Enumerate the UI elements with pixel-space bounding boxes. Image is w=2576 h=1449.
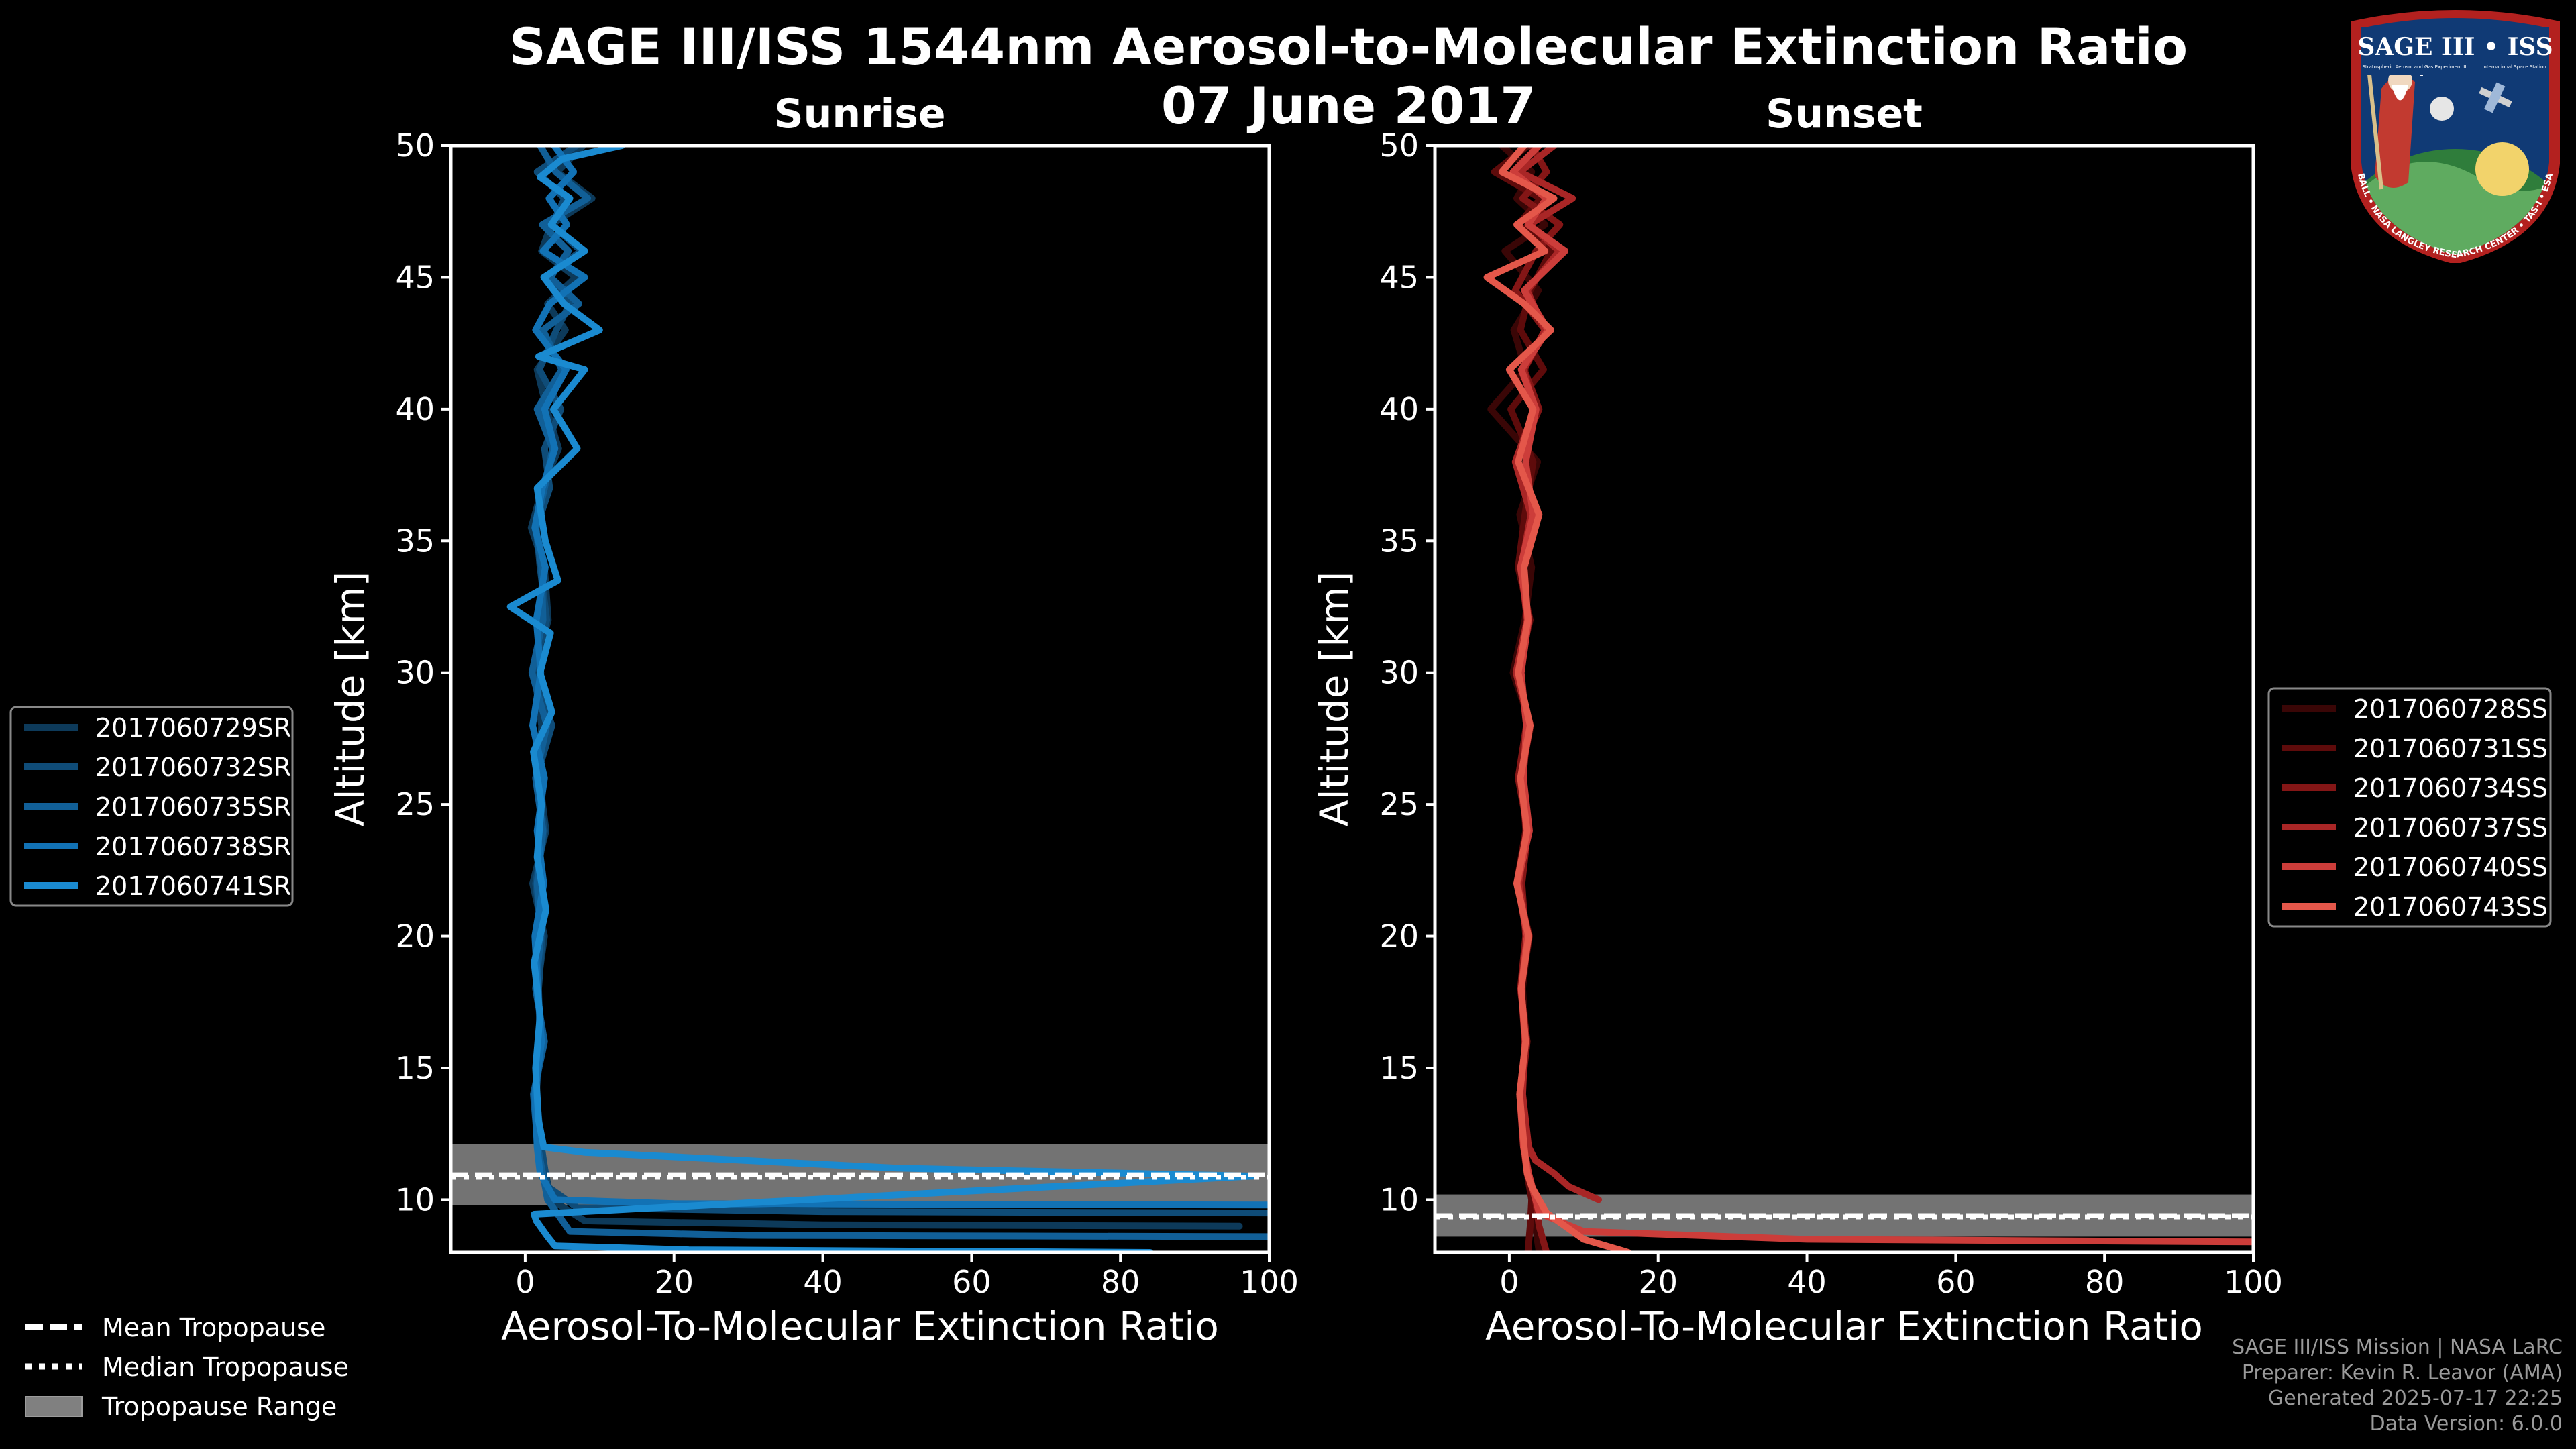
sunrise-xtick-label-80: 80 — [1101, 1264, 1140, 1300]
sunrise-ytick-label-35: 35 — [395, 523, 435, 559]
sunrise-legend-label-2017060732SR: 2017060732SR — [95, 753, 291, 782]
sunrise-series-line-2017060741SR — [506, 146, 1258, 1252]
sunrise-ytick-label-25: 25 — [395, 786, 435, 822]
sunset-ytick-label-40: 40 — [1379, 391, 1419, 427]
sunrise-legend-label-2017060741SR: 2017060741SR — [95, 871, 291, 901]
credits-mission: SAGE III/ISS Mission | NASA LaRC — [2232, 1336, 2563, 1359]
sunset-series-group — [1483, 146, 2253, 1252]
sunrise-xtick-label-40: 40 — [803, 1264, 843, 1300]
sunset-legend-label-2017060734SS: 2017060734SS — [2353, 773, 2548, 803]
sunset-title: Sunset — [1766, 91, 1923, 138]
sunset-ytick-label-25: 25 — [1379, 786, 1419, 822]
sunset-xtick-label-20: 20 — [1638, 1264, 1678, 1300]
sunrise-ytick-label-20: 20 — [395, 918, 435, 955]
median-tropopause-label: Median Tropopause — [102, 1352, 349, 1382]
tropopause-legend: Mean Tropopause Median Tropopause Tropop… — [25, 1313, 349, 1421]
sunset-ytick-label-45: 45 — [1379, 259, 1419, 295]
sunrise-axes-frame — [449, 144, 1271, 1254]
sunset-legend-frame — [2267, 687, 2552, 928]
sunset-ytick-label-50: 50 — [1379, 127, 1419, 164]
credits-generated: Generated 2025-07-17 22:25 — [2267, 1387, 2563, 1410]
sunset-xtick-label-60: 60 — [1936, 1264, 1976, 1300]
sunrise-ytick-label-40: 40 — [395, 391, 435, 427]
sage-iii-iss-logo: SAGE III • ISS Stratospheric Aerosol and… — [2351, 10, 2560, 263]
sunrise-legend-frame — [9, 706, 294, 907]
sunrise-series-line-2017060729SR — [527, 146, 1243, 1230]
tropopause-range-label: Tropopause Range — [101, 1392, 337, 1421]
sunset-ytick-label-10: 10 — [1379, 1181, 1419, 1218]
sunset-ylabel: Altitude [km] — [1311, 572, 1357, 826]
sunrise-ylabel: Altitude [km] — [327, 572, 373, 826]
sunrise-xlabel: Aerosol-To-Molecular Extinction Ratio — [501, 1303, 1219, 1349]
credits-preparer: Preparer: Kevin R. Leavor (AMA) — [2241, 1361, 2563, 1385]
logo-subtitle-right: International Space Station — [2482, 64, 2546, 70]
logo-subtitle-left: Stratospheric Aerosol and Gas Experiment… — [2362, 64, 2467, 70]
sunset-ytick-label-30: 30 — [1379, 655, 1419, 691]
sunset-panel: Sunset 0 20 40 60 80 100 10 15 20 25 30 35 40 45 50 Aero… — [1311, 91, 2283, 1349]
sunset-legend-label-2017060737SS: 2017060737SS — [2353, 813, 2548, 843]
sunset-xtick-label-0: 0 — [1499, 1264, 1519, 1300]
sunrise-ytick-label-30: 30 — [395, 655, 435, 691]
sunrise-legend: 2017060729SR 2017060732SR 2017060735SR 2017… — [9, 706, 294, 907]
sunrise-xtick-label-100: 100 — [1240, 1264, 1299, 1300]
sunrise-xtick-label-0: 0 — [515, 1264, 535, 1300]
sunset-axes-frame — [1433, 144, 2255, 1254]
figure-title: SAGE III/ISS 1544nm Aerosol-to-Molecular… — [509, 17, 2188, 76]
sunrise-ytick-label-10: 10 — [395, 1181, 435, 1218]
credits-version: Data Version: 6.0.0 — [2369, 1412, 2563, 1436]
sunset-legend: 2017060728SS 2017060731SS 2017060734SS 2017… — [2267, 687, 2552, 928]
sunrise-xtick-label-20: 20 — [654, 1264, 694, 1300]
sunset-series-line-2017060743SS — [1483, 146, 1632, 1252]
sunset-ytick-label-20: 20 — [1379, 918, 1419, 955]
sunset-ytick-label-35: 35 — [1379, 523, 1419, 559]
credits-block: SAGE III/ISS Mission | NASA LaRC Prepare… — [2232, 1335, 2563, 1437]
sunset-xtick-label-100: 100 — [2224, 1264, 2283, 1300]
sunset-xtick-label-40: 40 — [1787, 1264, 1827, 1300]
sunrise-ytick-label-15: 15 — [395, 1050, 435, 1086]
sunrise-series-group — [506, 146, 1269, 1252]
sunset-ytick-label-15: 15 — [1379, 1050, 1419, 1086]
sunrise-legend-label-2017060735SR: 2017060735SR — [95, 792, 291, 822]
wizard-figure-icon — [2375, 76, 2415, 188]
logo-header — [2361, 27, 2549, 75]
sunset-xtick-label-80: 80 — [2085, 1264, 2125, 1300]
moon-icon — [2430, 97, 2454, 121]
mean-tropopause-label: Mean Tropopause — [102, 1313, 325, 1342]
logo-name: SAGE III • ISS — [2357, 33, 2553, 61]
sun-icon — [2475, 142, 2529, 196]
sunrise-panel: Sunrise 0 20 40 60 80 100 10 15 20 25 30 35 40 45 50 Aer… — [327, 91, 1299, 1349]
sunset-series-line-2017060740SS — [1509, 146, 2253, 1246]
sunrise-legend-label-2017060729SR: 2017060729SR — [95, 713, 291, 743]
sunset-legend-label-2017060740SS: 2017060740SS — [2353, 853, 2548, 882]
sunrise-xtick-label-60: 60 — [952, 1264, 991, 1300]
tropopause-range-swatch — [25, 1396, 83, 1417]
figure-date: 07 June 2017 — [1161, 76, 1536, 136]
sunset-legend-label-2017060743SS: 2017060743SS — [2353, 892, 2548, 922]
sunrise-series-line-2017060738SR — [529, 146, 1269, 1209]
sunset-legend-label-2017060731SS: 2017060731SS — [2353, 734, 2548, 763]
sunrise-ytick-label-50: 50 — [395, 127, 435, 164]
sunrise-series-line-2017060732SR — [529, 146, 1269, 1217]
sunrise-ytick-label-45: 45 — [395, 259, 435, 295]
sunset-legend-label-2017060728SS: 2017060728SS — [2353, 694, 2548, 724]
sunrise-title: Sunrise — [774, 91, 945, 138]
sunrise-legend-label-2017060738SR: 2017060738SR — [95, 832, 291, 861]
sunrise-series-line-2017060735SR — [528, 146, 1269, 1240]
sunset-xlabel: Aerosol-To-Molecular Extinction Ratio — [1485, 1303, 2203, 1349]
